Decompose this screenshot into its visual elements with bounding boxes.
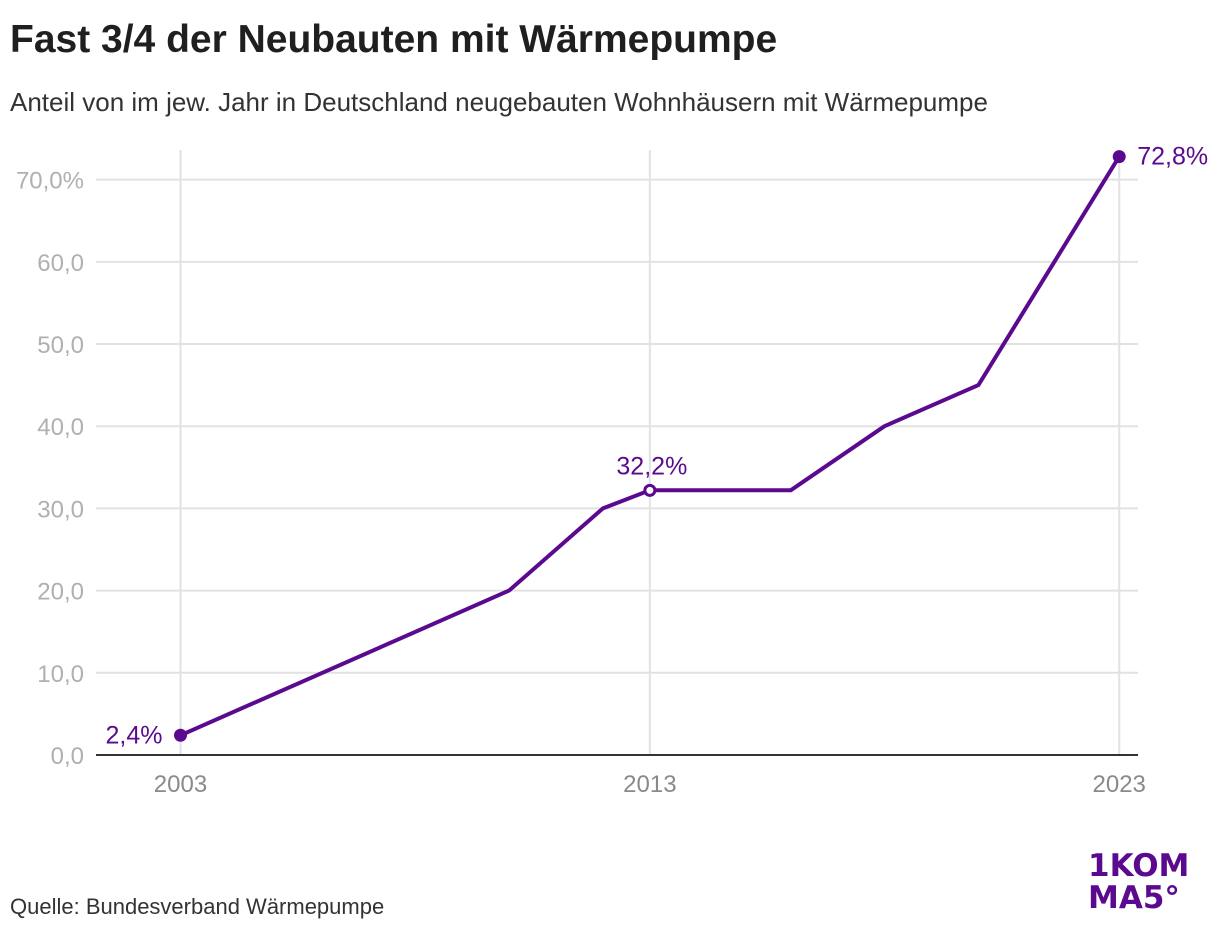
data-label: 32,2% <box>616 452 687 480</box>
vertical-gridlines <box>179 150 1121 755</box>
data-point-marker <box>1112 150 1126 164</box>
y-tick-label: 60,0 <box>37 250 84 277</box>
x-tick-label: 2013 <box>623 771 676 798</box>
chart-subtitle: Anteil von im jew. Jahr in Deutschland n… <box>10 87 988 117</box>
y-tick-label: 40,0 <box>37 414 84 441</box>
y-tick-label: 70,0% <box>16 168 84 195</box>
data-annotations: 2,4% 32,2% 72,8% <box>106 143 1209 750</box>
series-line <box>178 154 1122 738</box>
y-tick-label: 0,0 <box>51 743 84 770</box>
horizontal-gridlines <box>96 178 1138 674</box>
data-point-marker <box>173 728 187 742</box>
x-tick-label: 2023 <box>1093 771 1146 798</box>
chart-title: Fast 3/4 der Neubauten mit Wärmepumpe <box>10 18 778 61</box>
x-axis-tick-labels: 2003 2013 2023 <box>154 771 1146 798</box>
data-label: 72,8% <box>1137 143 1208 171</box>
y-tick-label: 30,0 <box>37 496 84 523</box>
series-group <box>178 154 1122 738</box>
source-note: Quelle: Bundesverband Wärmepumpe <box>10 894 385 919</box>
y-tick-label: 20,0 <box>37 579 84 606</box>
y-axis-tick-labels: 0,0 10,0 20,0 30,0 40,0 50,0 60,0 70,0% <box>16 168 84 770</box>
x-tick-label: 2003 <box>154 771 207 798</box>
logo-line-2: MA5° <box>1088 880 1180 916</box>
data-label: 2,4% <box>106 721 163 749</box>
y-tick-label: 50,0 <box>37 332 84 359</box>
logo-line-1: 1KOM <box>1088 848 1190 884</box>
brand-logo: 1KOM MA5° <box>1088 850 1189 914</box>
y-tick-label: 10,0 <box>37 661 84 688</box>
data-point-marker <box>643 483 657 497</box>
